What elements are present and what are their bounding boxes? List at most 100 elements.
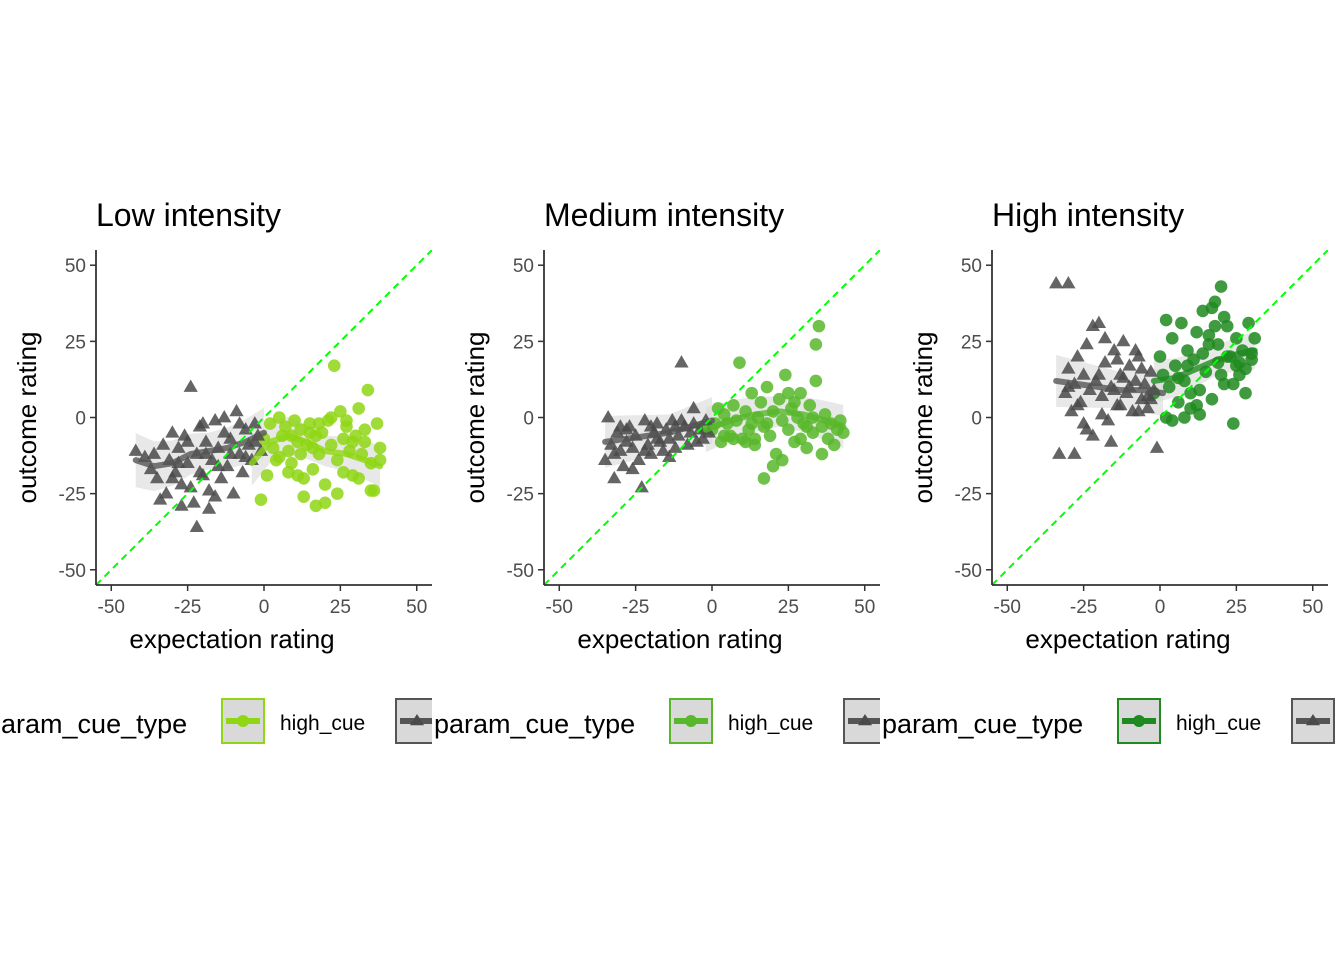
data-point <box>656 443 671 456</box>
data-point <box>159 486 174 499</box>
legend-key-marker <box>410 714 424 726</box>
data-point <box>358 435 372 449</box>
data-point <box>760 417 774 430</box>
data-point <box>772 392 786 406</box>
data-point <box>754 395 768 409</box>
data-point <box>1070 349 1085 362</box>
data-point <box>1211 338 1225 351</box>
data-point <box>331 453 344 467</box>
data-point <box>1128 343 1143 356</box>
legend-key-marker <box>685 715 697 727</box>
y-tick-label: -50 <box>955 561 982 582</box>
legend-title: param_cue_type <box>434 709 635 739</box>
data-point <box>1165 414 1179 427</box>
data-point <box>223 431 238 444</box>
data-point <box>1107 343 1122 356</box>
data-point <box>254 493 268 507</box>
x-tick-label: 0 <box>707 597 718 618</box>
y-tick-label: 25 <box>513 332 534 353</box>
data-point <box>766 459 780 473</box>
y-tick-label: 50 <box>513 256 534 277</box>
panel-title: Low intensity <box>96 197 281 233</box>
data-point <box>306 462 320 476</box>
data-point <box>1227 377 1240 391</box>
legend-label-high-cue: high_cue <box>728 712 813 735</box>
panel-3: High intensity -50 -25 0 25 50 -50 -25 0 25 50 expe… <box>882 197 1335 744</box>
legend-key-marker <box>1133 715 1145 727</box>
data-point <box>668 440 683 453</box>
data-point <box>324 411 338 424</box>
data-point <box>1049 276 1064 289</box>
legend-label-high-cue: high_cue <box>280 712 365 735</box>
data-point <box>763 429 777 443</box>
data-point <box>346 435 359 449</box>
data-point <box>208 489 223 502</box>
data-point <box>1230 332 1243 345</box>
data-point <box>643 419 659 432</box>
y-axis-title: outcome rating <box>908 332 938 504</box>
data-point <box>779 368 792 382</box>
data-point <box>597 452 613 466</box>
y-tick-label: 0 <box>75 409 86 430</box>
plot-area <box>992 250 1328 585</box>
data-point <box>1181 344 1194 357</box>
data-point <box>800 420 813 433</box>
data-point <box>370 417 384 430</box>
data-point <box>613 443 628 456</box>
data-point <box>1131 403 1146 417</box>
data-point <box>165 470 180 484</box>
data-point <box>1162 380 1176 394</box>
x-tick-label: 50 <box>406 597 427 618</box>
plot-area <box>96 250 432 585</box>
data-point <box>171 440 186 453</box>
data-point <box>760 380 774 394</box>
x-axis-title: expectation rating <box>129 624 334 654</box>
data-point <box>1094 406 1110 420</box>
legend-key-marker <box>1306 714 1320 726</box>
data-point <box>837 426 850 440</box>
data-point <box>238 449 253 462</box>
data-point <box>619 422 634 435</box>
data-point <box>153 492 168 505</box>
data-point <box>649 431 665 444</box>
data-point <box>1214 368 1228 382</box>
data-point <box>146 446 162 459</box>
data-point <box>739 435 752 449</box>
data-point <box>229 403 244 417</box>
data-point <box>279 420 292 433</box>
data-point <box>174 477 189 490</box>
data-point <box>1052 446 1067 459</box>
y-tick-label: -25 <box>59 485 86 506</box>
x-tick-label: 50 <box>1302 597 1323 618</box>
x-tick-label: -25 <box>174 597 201 618</box>
data-point <box>1091 367 1107 380</box>
data-point <box>211 458 226 472</box>
data-point <box>331 487 344 500</box>
data-point <box>1070 397 1085 411</box>
data-point <box>282 444 295 458</box>
x-tick-label: 25 <box>1226 597 1247 618</box>
legend-title: param_cue_type <box>882 709 1083 739</box>
panel-1: Low intensity -50 -25 0 25 50 -50 -25 0 25 50 expec… <box>0 197 432 744</box>
data-point <box>174 498 189 511</box>
fit-line-high_cue <box>702 408 847 433</box>
data-point <box>220 458 235 472</box>
confidence-band-low_cue <box>135 407 264 492</box>
data-point <box>183 480 198 493</box>
data-point <box>180 455 195 469</box>
data-point <box>1205 392 1219 406</box>
x-tick-label: -25 <box>622 597 649 618</box>
data-point <box>809 374 823 388</box>
data-point <box>226 486 241 499</box>
data-point <box>192 464 207 478</box>
data-point <box>745 386 759 400</box>
data-point <box>1165 332 1179 345</box>
data-point <box>1116 370 1131 383</box>
data-point <box>1061 276 1076 289</box>
data-point <box>189 519 204 533</box>
y-tick-label: -25 <box>507 485 534 506</box>
data-point <box>358 423 372 436</box>
data-point <box>373 441 387 455</box>
data-point <box>1137 376 1152 389</box>
data-point <box>745 417 759 430</box>
